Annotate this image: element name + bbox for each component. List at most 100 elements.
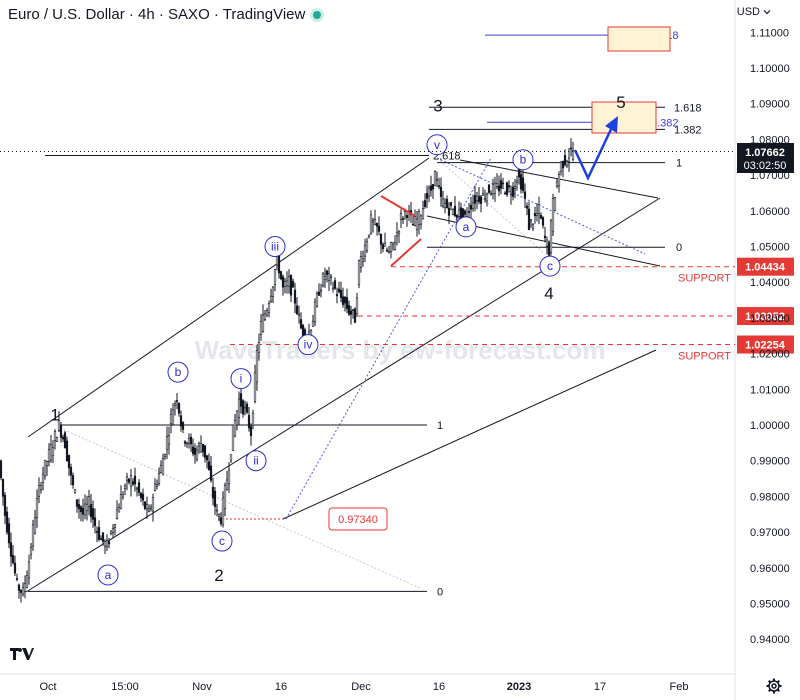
- candle-body: [67, 454, 71, 469]
- candle-body: [111, 528, 115, 533]
- candle-body: [169, 413, 173, 424]
- price-tag-0.97340[interactable]: 0.97340: [328, 507, 388, 531]
- candle-body: [131, 481, 135, 485]
- candle-body: [447, 208, 451, 216]
- wave-label: iv: [304, 338, 313, 352]
- candle-body: [65, 440, 69, 461]
- candle-body: [35, 498, 39, 518]
- candle-body: [289, 275, 293, 296]
- candle-body: [399, 213, 403, 221]
- candle-body: [193, 448, 197, 455]
- candle-body: [45, 461, 49, 466]
- candle-body: [569, 147, 573, 150]
- candle-body: [331, 287, 335, 290]
- wave-label: a: [105, 568, 112, 582]
- candle-body: [295, 305, 299, 314]
- candle-body: [565, 161, 569, 167]
- candle-body: [533, 213, 537, 217]
- candle-body: [483, 198, 487, 201]
- candle-body: [545, 239, 549, 247]
- wave-label-circle: [211, 530, 233, 552]
- candle-body: [347, 305, 351, 315]
- candle-body: [281, 276, 285, 288]
- fib-level-label: 1.382: [674, 124, 702, 136]
- candle-body: [79, 506, 83, 513]
- candle-body: [543, 235, 547, 239]
- candle-body: [557, 174, 561, 187]
- candle-body: [267, 303, 271, 313]
- fib-level-label: 0.382: [651, 117, 679, 129]
- candle-body: [437, 185, 441, 187]
- time-axis[interactable]: Oct 15:00 Nov 16 Dec 16 2023 17 Feb: [39, 681, 688, 693]
- price-tag-label: 0.97340: [338, 514, 378, 526]
- candle-body: [385, 249, 389, 252]
- candle-body: [415, 218, 419, 231]
- candle-body: [223, 484, 227, 509]
- candle-body: [7, 523, 11, 544]
- candle-body: [9, 542, 13, 557]
- support-note: SUPPORT: [678, 351, 731, 363]
- candle-body: [291, 281, 295, 288]
- candle-body: [485, 193, 489, 202]
- candle-body: [365, 241, 369, 251]
- fib-target-box-upper[interactable]: [607, 26, 671, 52]
- fib-level-label: 1: [437, 420, 443, 432]
- candle-body: [135, 487, 139, 490]
- candle-body: [397, 230, 401, 234]
- candle-body: [421, 208, 425, 220]
- support-price-badge: [737, 335, 794, 354]
- tradingview-logo-icon[interactable]: [8, 640, 36, 668]
- candle-body: [443, 203, 447, 208]
- candle-body: [99, 538, 103, 541]
- candle-body: [0, 460, 3, 478]
- price-series: [0, 138, 575, 603]
- candle-body: [219, 517, 223, 524]
- gear-icon[interactable]: [766, 678, 782, 694]
- candle-body: [343, 296, 347, 304]
- candle-body: [487, 184, 491, 193]
- candle-body: [251, 412, 255, 427]
- candle-body: [509, 193, 513, 196]
- wave-label: 4: [544, 284, 553, 303]
- candle-body: [263, 313, 267, 320]
- candle-body: [279, 271, 283, 280]
- candle-body: [213, 490, 217, 507]
- candle-body: [227, 469, 231, 485]
- candle-body: [81, 508, 85, 515]
- candle-body: [83, 503, 87, 516]
- price-axis[interactable]: 1.110001.100001.090001.080001.070001.060…: [750, 27, 790, 646]
- candle-body: [27, 561, 31, 579]
- candle-body: [389, 242, 393, 252]
- candle-body: [53, 431, 57, 441]
- candle-body: [253, 372, 257, 402]
- candle-body: [287, 276, 291, 287]
- currency-selector[interactable]: USD: [737, 6, 772, 18]
- candle-body: [457, 209, 461, 217]
- candle-body: [215, 509, 219, 512]
- candle-body: [381, 244, 385, 249]
- candle-body: [151, 497, 155, 512]
- candle-body: [297, 313, 301, 316]
- wave-label-circle: [245, 450, 267, 472]
- candle-body: [391, 242, 395, 245]
- candle-body: [259, 321, 263, 335]
- candle-body: [255, 350, 259, 383]
- candle-body: [535, 213, 539, 217]
- candle-body: [405, 215, 409, 218]
- candle-body: [19, 589, 23, 593]
- candle-body: [249, 426, 253, 437]
- fib-target-box-lower[interactable]: [591, 101, 657, 134]
- candle-body: [283, 281, 287, 287]
- candle-body: [327, 273, 331, 281]
- candle-body: [109, 530, 113, 534]
- candle-body: [293, 289, 297, 304]
- candle-body: [271, 286, 275, 297]
- candle-body: [341, 296, 345, 305]
- wave-label: b: [175, 365, 182, 379]
- time-tick-label: Dec: [351, 681, 371, 693]
- candle-body: [393, 242, 397, 250]
- candle-body: [493, 182, 497, 194]
- price-tick-label: 1.02000: [750, 349, 790, 361]
- wave-label: c: [547, 259, 553, 273]
